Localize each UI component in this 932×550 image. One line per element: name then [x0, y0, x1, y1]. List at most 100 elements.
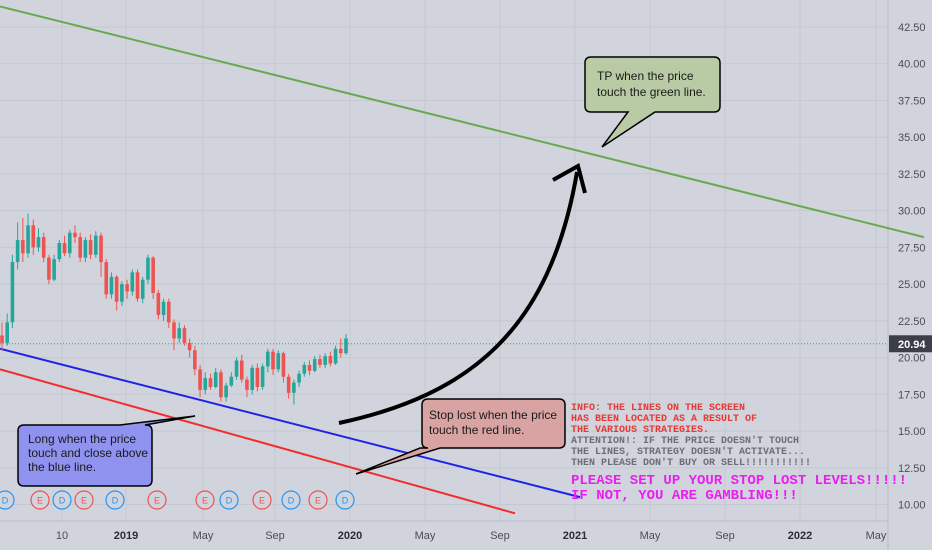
candle-body — [88, 240, 93, 255]
earnings-marker[interactable]: E — [252, 490, 272, 510]
candle-body — [57, 242, 62, 260]
candle-body — [36, 237, 41, 248]
candle-body — [125, 284, 129, 292]
curved-arrow[interactable] — [338, 162, 587, 425]
event-marker-circle — [252, 490, 272, 510]
dividend-marker[interactable]: D — [52, 490, 72, 510]
x-tick-label: Sep — [715, 530, 735, 542]
candle-body — [161, 301, 166, 315]
price-axis[interactable]: 42.50 40.00 37.50 35.00 32.50 30.00 27.50 25.00… — [898, 22, 926, 512]
x-tick-label: 2020 — [338, 530, 362, 542]
earnings-marker[interactable]: E — [308, 490, 328, 510]
candle-body — [172, 322, 176, 339]
candle-body — [281, 353, 286, 377]
candle-body — [333, 348, 338, 364]
event-marker-circle — [30, 490, 50, 510]
tp-callout[interactable]: TP when the price touch the green line. — [584, 56, 721, 148]
candles — [0, 213, 348, 405]
earnings-marker[interactable]: E — [147, 490, 167, 510]
stop-callout-box — [355, 398, 566, 475]
x-tick-label: May — [640, 530, 661, 542]
stop-callout[interactable]: Stop lost when the price touch the red l… — [355, 398, 566, 475]
candle-body — [234, 360, 239, 377]
event-marker-letter: E — [154, 496, 160, 506]
candle-body — [187, 342, 192, 351]
event-marker-letter: D — [342, 496, 349, 506]
candle-body — [135, 272, 140, 299]
candle-body — [271, 351, 275, 370]
event-marker-letter: E — [259, 496, 265, 506]
candle-body — [266, 351, 270, 367]
candle-body — [208, 378, 213, 387]
event-marker-letter: D — [59, 496, 66, 506]
candle-body — [41, 237, 46, 258]
event-marker-circle — [219, 490, 239, 510]
info-gray-line-2: THE LINES, STRATEGY DOESN'T ACTIVATE... — [571, 446, 805, 458]
candle-body — [15, 240, 20, 263]
arrow-curve — [338, 171, 579, 425]
candle-body — [130, 272, 135, 292]
candle-body — [312, 359, 317, 371]
x-tick-label: 2022 — [788, 530, 812, 542]
candle-body — [276, 353, 281, 370]
event-marker-circle — [281, 490, 301, 510]
event-marker-circle — [0, 490, 15, 510]
event-marker-letter: E — [202, 496, 208, 506]
event-marker-circle — [195, 490, 215, 510]
blue-trend-line[interactable] — [0, 347, 581, 499]
dividend-marker[interactable]: D — [0, 490, 15, 510]
candle-body — [239, 360, 244, 380]
candle-body — [182, 328, 187, 343]
x-tick-label: 10 — [56, 530, 68, 542]
dividend-marker[interactable]: D — [281, 490, 301, 510]
candle-body — [21, 240, 25, 254]
dividend-marker[interactable]: D — [335, 490, 355, 510]
info-gray-line-1: ATTENTION!: IF THE PRICE DOESN'T TOUCH — [571, 435, 799, 447]
red-trend-line[interactable] — [0, 368, 516, 515]
candle-body — [297, 373, 301, 383]
y-tick-label: 15.00 — [898, 426, 926, 438]
candle-body — [99, 235, 103, 263]
dividend-marker[interactable]: D — [219, 490, 239, 510]
info-red-line-1: INFO: THE LINES ON THE SCREEN — [571, 403, 745, 414]
info-text-block: INFO: THE LINES ON THE SCREEN HAS BEEN L… — [571, 403, 907, 504]
candle-body — [260, 366, 265, 387]
info-red-line-3: THE VARIOUS STRATEGIES. — [571, 425, 709, 436]
arrow-head — [552, 162, 587, 194]
event-marker-letter: D — [226, 496, 233, 506]
time-axis[interactable]: 10 2019 May Sep 2020 May Sep 2021 May Sep 2022 May — [56, 530, 887, 542]
candle-body — [286, 376, 291, 393]
event-marker-circle — [74, 490, 94, 510]
candle-body — [318, 359, 322, 365]
event-marker-letter: E — [81, 496, 87, 506]
candle-body — [26, 225, 30, 254]
candle-body — [177, 328, 182, 339]
x-tick-label: Sep — [265, 530, 285, 542]
candle-body — [146, 257, 150, 280]
candle-body — [338, 348, 343, 354]
candle-body — [250, 367, 254, 390]
y-tick-label: 25.00 — [898, 279, 926, 291]
event-marker-letter: D — [112, 496, 119, 506]
long-callout-box — [17, 415, 196, 487]
candle-body — [151, 257, 155, 293]
dividend-marker[interactable]: D — [105, 490, 125, 510]
last-price-value: 20.94 — [898, 339, 926, 351]
earnings-marker[interactable]: E — [74, 490, 94, 510]
earnings-marker[interactable]: E — [195, 490, 215, 510]
candle-body — [67, 232, 72, 254]
candle-body — [31, 225, 36, 248]
candle-body — [10, 262, 15, 323]
tp-callout-line-1: TP when the price — [597, 69, 694, 83]
trend-lines[interactable] — [0, 5, 925, 515]
earnings-marker[interactable]: E — [30, 490, 50, 510]
event-marker-letter: E — [37, 496, 43, 506]
long-callout-line-3: the blue line. — [28, 460, 96, 474]
candle-body — [156, 292, 161, 315]
long-callout[interactable]: Long when the price touch and close abov… — [17, 415, 196, 487]
green-trend-line[interactable] — [0, 5, 925, 239]
candle-body — [83, 240, 88, 258]
x-tick-label: 2021 — [563, 530, 587, 542]
